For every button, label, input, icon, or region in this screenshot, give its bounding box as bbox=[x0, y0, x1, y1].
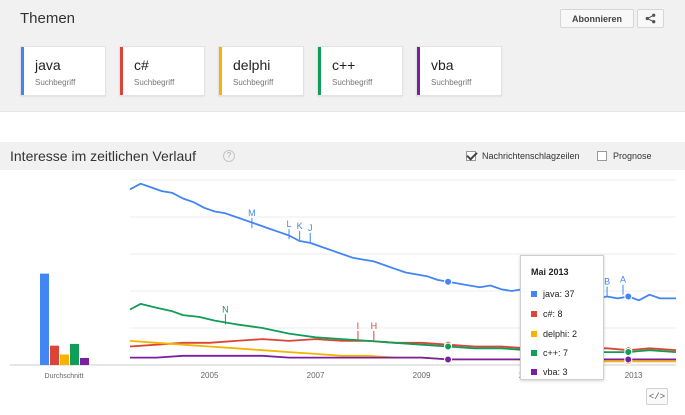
tooltip-row-csharp: c#: 8 bbox=[531, 308, 563, 320]
share-button[interactable] bbox=[637, 9, 664, 28]
themen-title: Themen bbox=[20, 10, 76, 27]
term-name: vba bbox=[431, 57, 454, 73]
x-tick-label: 2009 bbox=[413, 371, 431, 380]
term-color-bar bbox=[120, 47, 123, 95]
average-bar-csharp bbox=[50, 345, 59, 365]
average-label: Durchschnitt bbox=[45, 373, 84, 380]
forecast-label[interactable]: Prognose bbox=[613, 151, 652, 161]
term-card-cpp[interactable]: c++ Suchbegriff bbox=[317, 46, 403, 96]
term-color-bar bbox=[318, 47, 321, 95]
tooltip-value: vba: 3 bbox=[543, 367, 568, 377]
help-icon[interactable]: ? bbox=[223, 150, 235, 162]
tooltip-value: c#: 8 bbox=[543, 309, 563, 319]
term-name: java bbox=[35, 57, 61, 73]
interest-header: Interesse im zeitlichen Verlauf ? Nachri… bbox=[0, 142, 685, 170]
term-card-csharp[interactable]: c# Suchbegriff bbox=[119, 46, 205, 96]
average-bar-java bbox=[40, 273, 49, 365]
term-name: delphi bbox=[233, 57, 271, 73]
annotation-l: L bbox=[287, 219, 292, 229]
term-name: c# bbox=[134, 57, 149, 73]
tooltip-row-cpp: c++: 7 bbox=[531, 347, 568, 359]
embed-button[interactable]: </> bbox=[646, 388, 668, 405]
x-tick-label: 2013 bbox=[625, 371, 643, 380]
themen-panel: Themen Abonnieren java Suchbegriff c# Su… bbox=[0, 0, 685, 112]
forecast-checkbox[interactable] bbox=[597, 151, 607, 161]
series-marker bbox=[444, 355, 453, 364]
news-headlines-checkbox[interactable] bbox=[466, 151, 476, 161]
tooltip-row-delphi: delphi: 2 bbox=[531, 328, 577, 340]
annotation-n: N bbox=[222, 304, 229, 314]
tooltip-value: c++: 7 bbox=[543, 348, 569, 358]
interest-title: Interesse im zeitlichen Verlauf bbox=[10, 148, 196, 164]
tooltip-swatch bbox=[531, 291, 537, 297]
tooltip-value: delphi: 2 bbox=[543, 329, 578, 339]
annotation-i: I bbox=[357, 321, 360, 331]
x-tick-label: 2005 bbox=[201, 371, 219, 380]
tooltip-row-vba: vba: 3 bbox=[531, 366, 568, 378]
annotation-j: J bbox=[308, 223, 313, 233]
tooltip-swatch bbox=[531, 369, 537, 375]
news-headlines-label[interactable]: Nachrichtenschlagzeilen bbox=[482, 151, 580, 161]
annotation-h: H bbox=[371, 321, 378, 331]
term-type: Suchbegriff bbox=[431, 78, 472, 87]
term-type: Suchbegriff bbox=[332, 78, 373, 87]
annotation-b: B bbox=[604, 277, 610, 287]
term-color-bar bbox=[219, 47, 222, 95]
annotation-m: M bbox=[248, 208, 256, 218]
annotation-a: A bbox=[620, 275, 626, 285]
tooltip-swatch bbox=[531, 331, 537, 337]
series-marker bbox=[624, 292, 633, 301]
tooltip-row-java: java: 37 bbox=[531, 288, 575, 300]
x-tick-label: 2007 bbox=[307, 371, 325, 380]
tooltip-value: java: 37 bbox=[543, 289, 575, 299]
chart-tooltip: Mai 2013 java: 37 c#: 8 delphi: 2 c++: 7… bbox=[520, 255, 604, 380]
tooltip-swatch bbox=[531, 311, 537, 317]
term-color-bar bbox=[21, 47, 24, 95]
term-type: Suchbegriff bbox=[233, 78, 274, 87]
tooltip-title: Mai 2013 bbox=[531, 267, 569, 277]
series-marker bbox=[444, 277, 453, 286]
series-marker bbox=[444, 342, 453, 351]
annotation-k: K bbox=[297, 221, 303, 231]
tooltip-swatch bbox=[531, 350, 537, 356]
average-bar-cpp bbox=[70, 343, 79, 365]
term-name: c++ bbox=[332, 57, 356, 73]
subscribe-button[interactable]: Abonnieren bbox=[560, 9, 634, 28]
term-type: Suchbegriff bbox=[134, 78, 175, 87]
term-card-delphi[interactable]: delphi Suchbegriff bbox=[218, 46, 304, 96]
series-marker bbox=[624, 355, 633, 364]
term-type: Suchbegriff bbox=[35, 78, 76, 87]
series-marker bbox=[624, 348, 633, 357]
average-bar-vba bbox=[80, 357, 89, 365]
share-icon bbox=[645, 13, 656, 24]
term-color-bar bbox=[417, 47, 420, 95]
term-card-vba[interactable]: vba Suchbegriff bbox=[416, 46, 502, 96]
term-card-java[interactable]: java Suchbegriff bbox=[20, 46, 106, 96]
average-bar-delphi bbox=[60, 354, 69, 365]
